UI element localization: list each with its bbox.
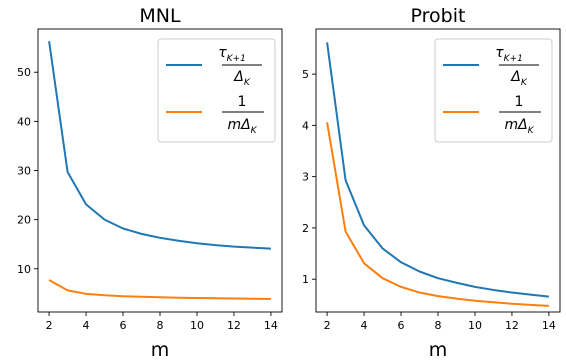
probit-series-line-0 [326, 42, 550, 298]
probit-x-tick-label: 10 [468, 319, 482, 332]
probit-x-tick-label: 14 [542, 319, 556, 332]
mnl-y-ticks: 10 20 30 40 50 [17, 66, 38, 276]
mnl-legend-box [157, 38, 276, 143]
probit-x-axis-label: m [429, 339, 448, 360]
mnl-y-tick-label: 50 [17, 66, 31, 79]
mnl-x-tick-label: 12 [227, 319, 241, 332]
mnl-x-tick-label: 2 [46, 319, 53, 332]
probit-x-tick-label: 4 [361, 319, 368, 332]
probit-y-ticks: 1 2 3 4 5 [302, 68, 316, 286]
mnl-panel: MNL 2 4 6 8 10 12 14 10 20 30 40 50 m τK+1 ΔK 1 mΔ… [17, 5, 283, 361]
mnl-x-tick-label: 14 [264, 319, 278, 332]
mnl-y-tick-label: 40 [17, 115, 31, 128]
probit-legend-label-1: 1 mΔK [499, 94, 541, 136]
probit-x-ticks: 2 4 6 8 10 12 14 [324, 312, 556, 332]
mnl-x-axis-label: m [151, 339, 170, 360]
probit-legend-box [434, 38, 553, 143]
probit-y-tick-label: 1 [302, 273, 309, 286]
mnl-y-tick-label: 30 [17, 165, 31, 178]
probit-series-line-1 [326, 122, 549, 307]
probit-x-tick-label: 2 [324, 319, 331, 332]
probit-y-tick-label: 2 [302, 222, 309, 235]
mnl-title: MNL [139, 5, 181, 27]
mnl-series-line-0 [48, 41, 271, 250]
svg-text:1: 1 [515, 94, 524, 110]
mnl-x-tick-label: 8 [157, 319, 164, 332]
mnl-x-tick-label: 10 [190, 319, 204, 332]
svg-text:mΔK: mΔK [227, 117, 257, 136]
probit-y-tick-label: 3 [302, 171, 309, 184]
mnl-legend: τK+1 ΔK 1 mΔK [157, 38, 276, 143]
svg-text:mΔK: mΔK [504, 117, 534, 136]
probit-x-tick-label: 8 [435, 319, 442, 332]
probit-y-tick-label: 5 [302, 68, 309, 81]
mnl-legend-label-1: 1 mΔK [222, 94, 264, 136]
probit-x-tick-label: 6 [398, 319, 405, 332]
probit-series-layer [326, 42, 550, 307]
mnl-x-tick-label: 4 [83, 319, 90, 332]
mnl-x-tick-label: 6 [120, 319, 127, 332]
probit-legend: τK+1 ΔK 1 mΔK [434, 38, 553, 143]
mnl-y-tick-label: 20 [17, 214, 31, 227]
mnl-y-tick-label: 10 [17, 263, 31, 276]
probit-title: Probit [411, 5, 466, 27]
mnl-series-line-1 [48, 279, 271, 300]
probit-y-tick-label: 4 [302, 119, 309, 132]
mnl-x-ticks: 2 4 6 8 10 12 14 [46, 312, 278, 332]
mnl-series-layer [48, 41, 271, 300]
svg-text:1: 1 [238, 94, 247, 110]
probit-x-tick-label: 12 [505, 319, 519, 332]
